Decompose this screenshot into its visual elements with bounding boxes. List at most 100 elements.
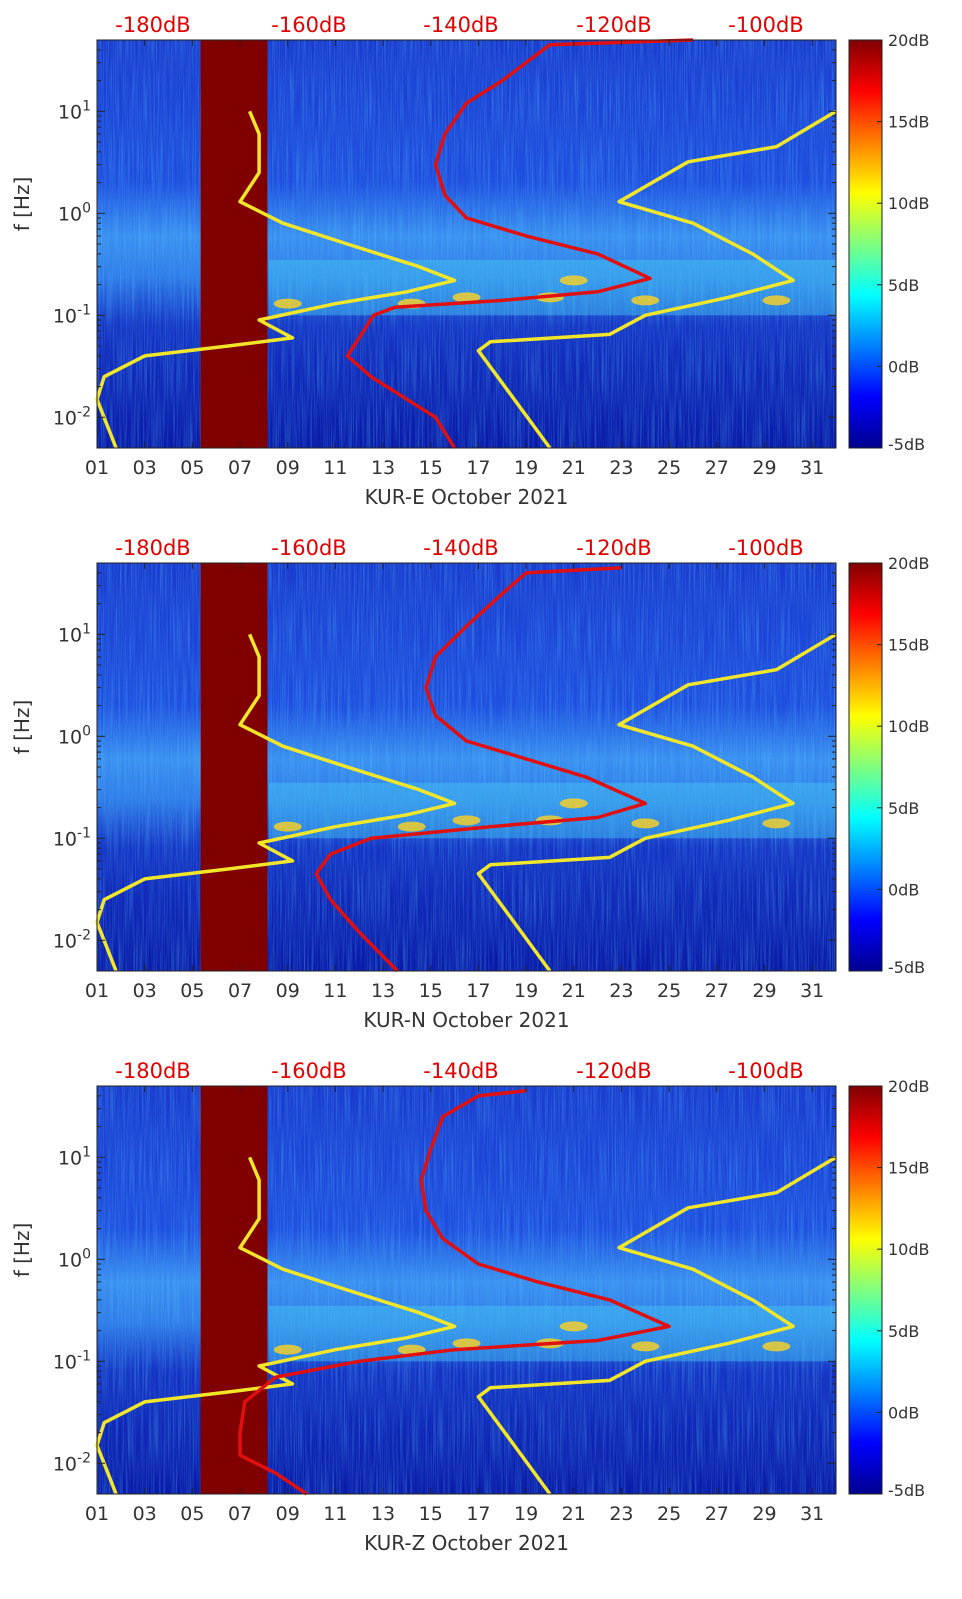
colorbar-label: 5dB [888,276,919,295]
hotspot [631,1341,660,1352]
x-tick-label: 15 [419,980,443,1002]
hotspot [762,1341,791,1352]
panel-kur-n: 01 03 05 07 09 11 13 15 17 19 21 23 25 27 29 31 10-2 10-1… [10,536,930,1032]
y-tick-label: 10-1 [53,1348,91,1373]
x-tick-label: 11 [323,1503,347,1525]
x-tick-label: 25 [657,1503,681,1525]
series-line-low-noise-model [95,110,457,449]
top-axis-label: -120dB [576,13,651,37]
colorbar [848,39,883,449]
x-tick-label: 21 [562,980,586,1002]
x-tick-label: 27 [705,980,729,1002]
series-line-median-noise-level [238,1088,671,1496]
colorbar-label: 0dB [888,1403,919,1422]
colorbar [848,1085,883,1495]
colorbar-label: 15dB [888,113,930,132]
x-tick-label: 07 [228,1503,252,1525]
x-tick-label: 09 [276,980,300,1002]
x-tick-label: 19 [514,1503,538,1525]
x-tick-label: 07 [228,980,252,1002]
top-axis-label: -140dB [423,1059,498,1083]
hotspot [452,1338,481,1349]
x-tick-label: 29 [752,457,776,479]
x-tick-label: 23 [609,1503,633,1525]
x-tick-label: 13 [371,457,395,479]
colorbar-label: -5dB [888,435,925,454]
y-tick-label: 101 [58,621,91,646]
colorbar-label: 5dB [888,799,919,818]
x-tick-label: 03 [133,1503,157,1525]
top-axis-label: -160dB [271,1059,346,1083]
y-tick-label: 101 [58,98,91,123]
series-line-high-noise-model [476,1155,837,1496]
top-axis-label: -140dB [423,536,498,560]
x-tick-label: 31 [800,980,824,1002]
x-tick-label: 11 [323,457,347,479]
x-tick-label: 21 [562,457,586,479]
colorbar-label: 10dB [888,1240,930,1259]
top-axis-label: -100dB [728,1059,803,1083]
series-line-median-noise-level [345,38,694,449]
x-tick-label: 09 [276,1503,300,1525]
colorbar-label: 10dB [888,194,930,213]
x-tick-label: 01 [85,980,109,1002]
top-axis-label: -100dB [728,536,803,560]
x-tick-label: 03 [133,457,157,479]
x-tick-label: 01 [85,457,109,479]
hotspot [273,821,302,832]
x-tick-label: 01 [85,1503,109,1525]
hotspot [452,292,481,303]
series-line-low-noise-model [95,633,457,972]
panel-kur-z: 01 03 05 07 09 11 13 15 17 19 21 23 25 27 29 31 10-2 10-1… [10,1059,930,1555]
series-line-high-noise-model [476,109,837,450]
x-tick-label: 05 [180,1503,204,1525]
y-axis-label: f [Hz] [10,700,34,755]
x-tick-label: 13 [371,980,395,1002]
x-tick-label: 19 [514,980,538,1002]
hotspot [559,798,588,809]
x-tick-label: 15 [419,1503,443,1525]
y-tick-label: 10-1 [53,825,91,850]
colorbar-label: -5dB [888,1481,925,1500]
hotspot [397,821,426,832]
colorbar-label: 0dB [888,880,919,899]
x-tick-label: 31 [800,1503,824,1525]
hotspot [273,1344,302,1355]
y-tick-label: 100 [58,1246,91,1271]
hotspot [559,1321,588,1332]
top-axis-label: -160dB [271,536,346,560]
x-tick-label: 31 [800,457,824,479]
hotspot [397,1344,426,1355]
x-axis-label: KUR-E October 2021 [365,485,569,509]
colorbar-label: 10dB [888,717,930,736]
colorbar [848,562,883,972]
x-tick-label: 05 [180,980,204,1002]
x-tick-label: 09 [276,457,300,479]
x-tick-label: 29 [752,980,776,1002]
y-tick-label: 100 [58,723,91,748]
data-gap [200,563,268,971]
top-axis-label: -100dB [728,13,803,37]
top-axis-label: -160dB [271,13,346,37]
hotspot [631,295,660,306]
top-axis-label: -120dB [576,1059,651,1083]
colorbar-label: -5dB [888,958,925,977]
x-tick-label: 25 [657,457,681,479]
colorbar-label: 20dB [888,1077,930,1096]
panel-kur-e: 01 03 05 07 09 11 13 15 17 19 21 23 25 27 29 31 10-2 10-1… [10,13,930,509]
top-axis-label: -140dB [423,13,498,37]
y-axis-label: f [Hz] [10,177,34,232]
y-tick-label: 10-2 [53,1450,91,1475]
x-tick-label: 11 [323,980,347,1002]
x-tick-label: 17 [466,457,490,479]
data-gap [200,1086,268,1494]
y-tick-label: 10-2 [53,404,91,429]
x-tick-label: 29 [752,1503,776,1525]
y-tick-label: 101 [58,1144,91,1169]
series-line-low-noise-model [95,1156,457,1495]
y-axis-label: f [Hz] [10,1223,34,1278]
x-tick-label: 17 [466,980,490,1002]
colorbar-label: 20dB [888,554,930,573]
y-tick-label: 10-2 [53,927,91,952]
top-axis-label: -180dB [115,1059,190,1083]
